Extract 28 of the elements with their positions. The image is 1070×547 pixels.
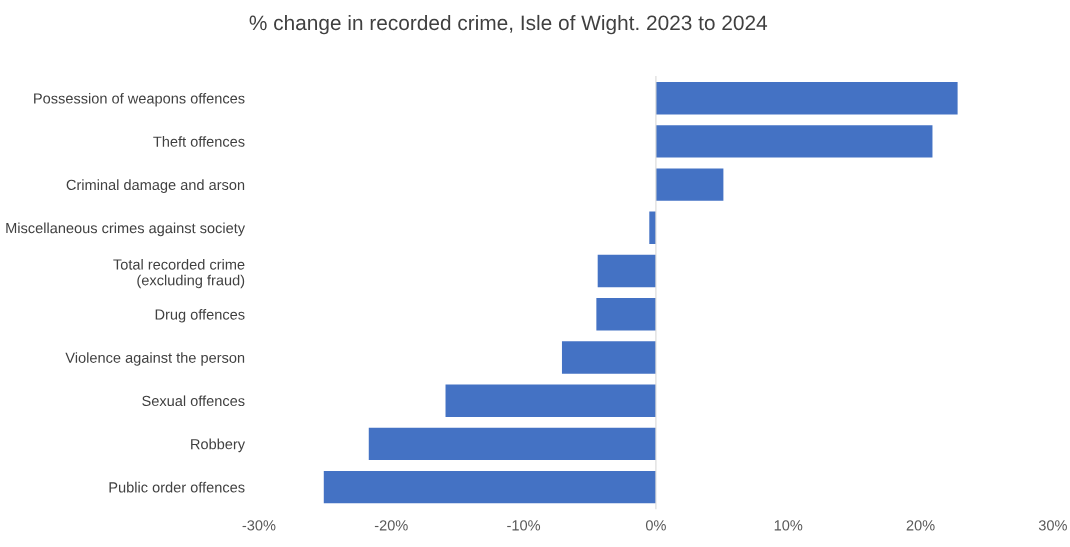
y-tick-label: Sexual offences [142, 395, 245, 407]
bar [649, 211, 656, 245]
y-tick-label: Theft offences [153, 136, 245, 147]
bar [368, 427, 656, 461]
x-tick-label: 10% [774, 520, 803, 531]
y-tick-label: Violence against the person [65, 352, 245, 366]
x-tick-label: 30% [1038, 520, 1067, 531]
bar [655, 168, 724, 201]
y-tick-label: Robbery [191, 438, 246, 453]
y-tick-label: Criminal damage and arson [66, 179, 245, 193]
bar [596, 298, 656, 331]
x-tick-label: -20% [374, 520, 408, 531]
bar [445, 384, 656, 417]
bar [323, 470, 656, 504]
chart-title: % change in recorded crime, Isle of Wight. 2023 to 2024 [249, 14, 768, 35]
x-tick-label: 20% [906, 520, 935, 531]
bar [597, 254, 656, 288]
y-tick-label: Drug offences [155, 308, 245, 323]
y-tick-label: Possession of weapons offences [34, 92, 245, 107]
x-tick-label: -30% [242, 520, 276, 531]
bar [655, 125, 933, 158]
y-tick-label: Public order offences [109, 481, 245, 493]
bar [655, 81, 958, 115]
bar [561, 341, 656, 374]
x-tick-label: -10% [507, 520, 541, 531]
y-tick-label: Total recorded crime (excluding fraud) [113, 258, 245, 289]
y-tick-label: Miscellaneous crimes against society [6, 222, 246, 237]
x-tick-label: 0% [645, 520, 666, 531]
